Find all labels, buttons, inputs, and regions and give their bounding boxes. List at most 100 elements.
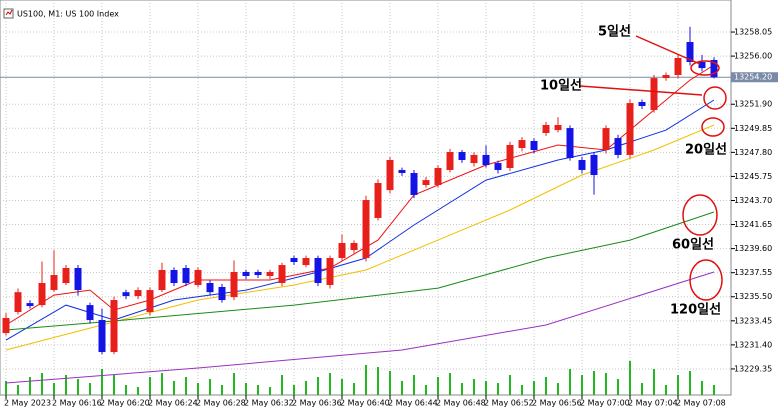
- candle-body: [2, 317, 10, 334]
- candle-body: [326, 258, 334, 286]
- candle-body: [482, 154, 490, 166]
- candle-body: [134, 290, 142, 297]
- highlight-ellipse: [701, 117, 725, 137]
- y-tick-label: 13231.40: [734, 340, 772, 349]
- candle-body: [122, 292, 130, 297]
- candle-body: [110, 300, 118, 353]
- candle-body: [50, 275, 58, 291]
- symbol-icon-line: [5, 9, 13, 16]
- candle-body: [506, 144, 514, 168]
- x-tick-label: 2 May 06:20: [100, 399, 150, 408]
- y-tick-label: 13237.55: [734, 268, 772, 277]
- y-tick-label: 13233.45: [734, 316, 772, 325]
- last-price-box: [731, 72, 778, 83]
- y-tick-label: 13239.60: [734, 244, 772, 253]
- candle-body: [338, 242, 346, 259]
- candle-body: [674, 57, 682, 76]
- x-tick-label: 2 May 06:56: [532, 399, 582, 408]
- candle-body: [62, 267, 70, 284]
- arrow: [635, 35, 701, 65]
- highlight-ellipse: [689, 259, 723, 301]
- y-tick-label: 13256.00: [734, 52, 772, 61]
- x-tick-label: 2 May 06:24: [148, 399, 198, 408]
- candle-body: [302, 258, 310, 266]
- candle-body: [626, 103, 634, 155]
- moving-average-line: [5, 271, 715, 384]
- candle-body: [350, 242, 358, 251]
- candle-body: [470, 154, 478, 164]
- candle-body: [26, 303, 34, 307]
- candle-body: [266, 271, 274, 276]
- candle-body: [458, 152, 466, 160]
- candle-body: [362, 200, 370, 259]
- candle-body: [182, 267, 190, 284]
- candle-body: [206, 283, 214, 293]
- y-tick-label: 13258.05: [734, 28, 772, 37]
- y-tick-label: 13249.85: [734, 124, 772, 133]
- candle-body: [614, 138, 622, 155]
- candle-body: [218, 287, 226, 301]
- y-tick-label: 13251.90: [734, 100, 772, 109]
- annotation: 5일선: [598, 24, 631, 40]
- candle-body: [86, 305, 94, 320]
- candle-body: [374, 183, 382, 218]
- last-price-label: 13254.20: [734, 73, 772, 82]
- y-tick-label: 13235.50: [734, 292, 772, 301]
- candle-body: [170, 269, 178, 284]
- highlight-ellipse: [690, 60, 720, 76]
- candle-body: [542, 125, 550, 133]
- annotation: 120일선: [670, 302, 721, 318]
- candle-body: [254, 271, 262, 276]
- candle-body: [398, 169, 406, 174]
- candle-body: [662, 75, 670, 79]
- marks: [0, 26, 731, 395]
- arrow: [579, 85, 703, 96]
- candle-body: [386, 159, 394, 191]
- candle-body: [698, 61, 706, 69]
- candle-body: [686, 42, 694, 62]
- x-tick-label: 2 May 06:52: [484, 399, 534, 408]
- candle-body: [530, 140, 538, 151]
- candle-body: [638, 102, 646, 106]
- candle-body: [194, 269, 202, 286]
- x-tick-label: 2 May 06:44: [388, 399, 438, 408]
- annotations: [579, 35, 727, 301]
- candle-body: [74, 267, 82, 291]
- candle-body: [314, 258, 322, 284]
- y-tick-label: 13247.80: [734, 148, 772, 157]
- candle-body: [98, 319, 106, 353]
- candle-body: [590, 154, 598, 176]
- candle-body: [278, 265, 286, 284]
- candle-body: [650, 78, 658, 110]
- x-tick-label: 2 May 07:08: [676, 399, 726, 408]
- x-tick-label: 2 May 06:16: [52, 399, 102, 408]
- x-tick-label: 2 May 06:28: [196, 399, 246, 408]
- candle-body: [146, 290, 154, 313]
- candle-body: [230, 271, 238, 298]
- x-tick-label: 2 May 06:36: [292, 399, 342, 408]
- symbol-icon: [3, 8, 14, 19]
- grid: [0, 0, 731, 395]
- highlight-ellipse: [703, 86, 727, 110]
- candle-body: [410, 173, 418, 195]
- y-tick-label: 13245.75: [734, 172, 772, 181]
- chart-title: US100, M1: US 100 Index: [17, 10, 119, 19]
- candle-body: [38, 283, 46, 306]
- candle-body: [422, 180, 430, 185]
- annotation: 20일선: [685, 142, 727, 158]
- header: US100, M1: US 100 Index: [3, 8, 119, 19]
- y-tick-label: 13243.70: [734, 196, 772, 205]
- x-tick-label: 2 May 07:00: [580, 399, 630, 408]
- y-tick-label: 13229.35: [734, 364, 772, 373]
- annotation: 10일선: [540, 78, 582, 94]
- candle-body: [434, 167, 442, 185]
- x-tick-label: 2 May 06:32: [244, 399, 294, 408]
- x-tick-label: 2 May 07:04: [628, 399, 678, 408]
- candle-body: [554, 125, 562, 131]
- candle-body: [14, 292, 22, 313]
- x-tick-label: 2 May 06:48: [436, 399, 486, 408]
- annotation: 60일선: [672, 237, 714, 253]
- candle-body: [602, 128, 610, 151]
- y-tick-label: 13241.65: [734, 220, 772, 229]
